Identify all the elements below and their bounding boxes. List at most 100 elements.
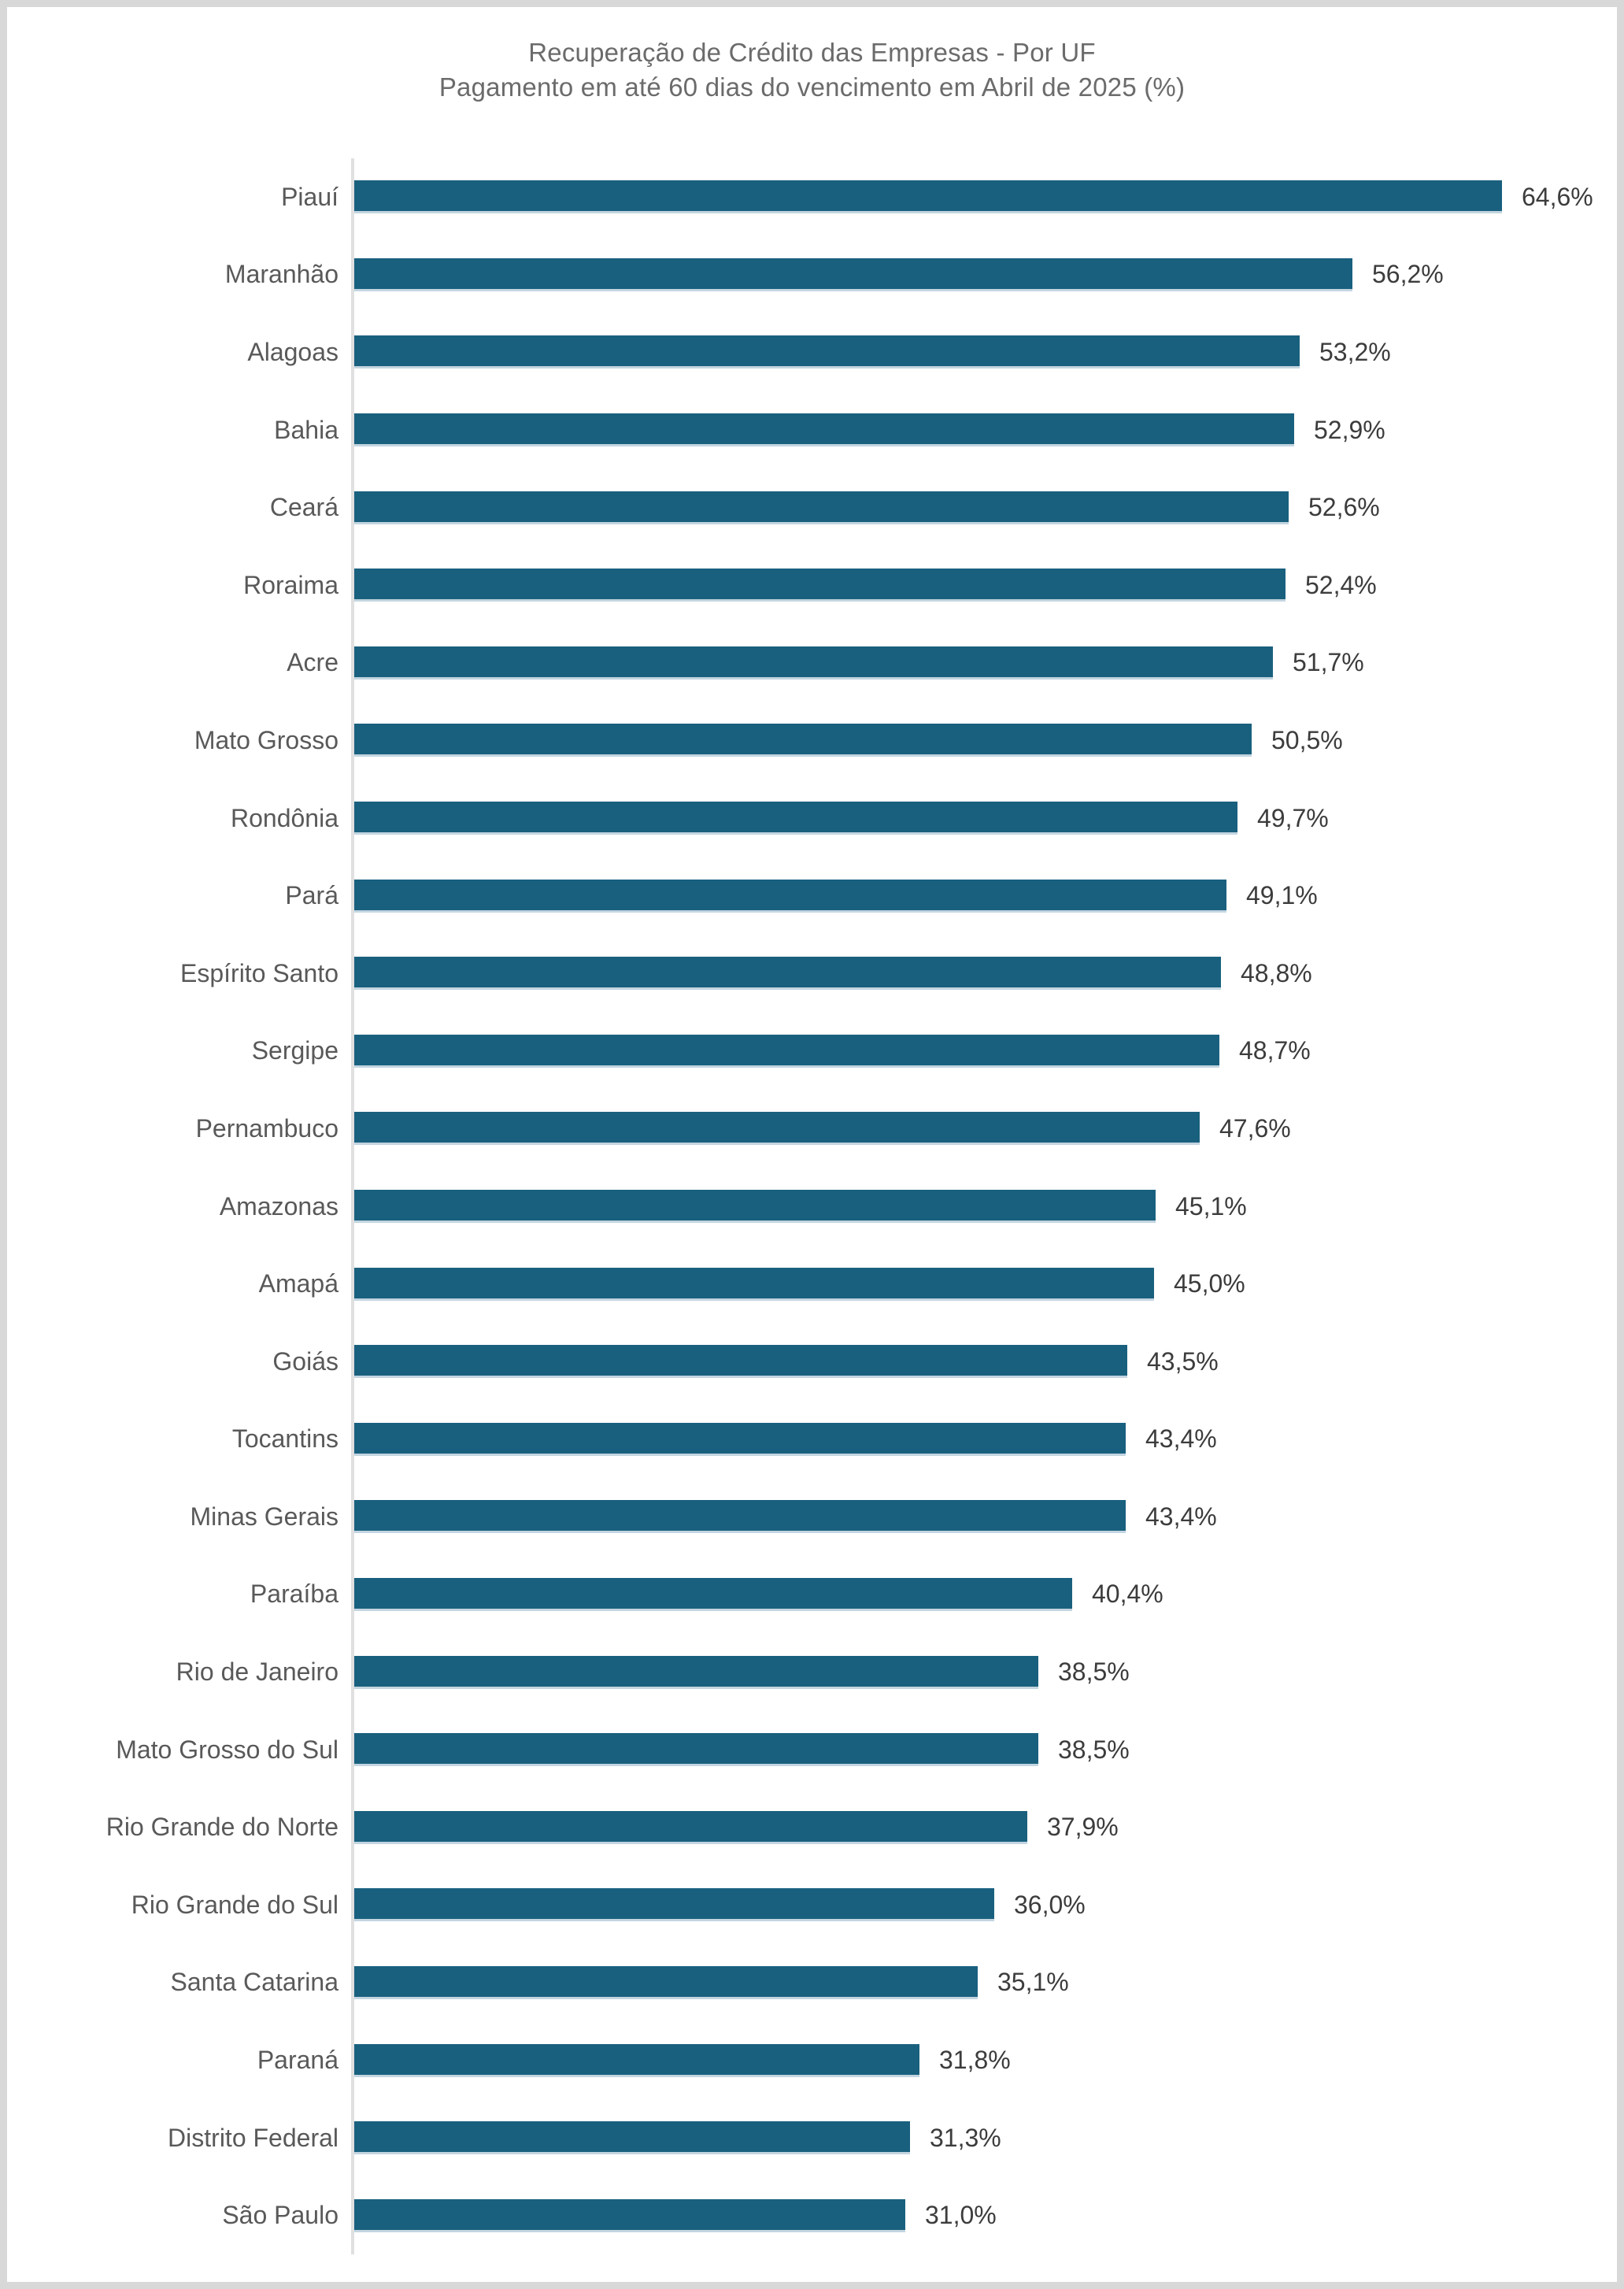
bar (354, 2043, 919, 2077)
value-label: 37,9% (1047, 1813, 1119, 1842)
category-label: Mato Grosso do Sul (116, 1735, 338, 1764)
value-label: 48,8% (1241, 958, 1312, 987)
category-label: Roraima (243, 570, 338, 599)
value-label: 45,1% (1175, 1191, 1247, 1220)
row-plot-area: 49,7% (351, 779, 1610, 857)
category-label: Bahia (274, 415, 338, 444)
value-label: 64,6% (1522, 182, 1593, 211)
chart-row: Paraná 31,8% (14, 2021, 1610, 2099)
bar (354, 1190, 1156, 1224)
category-label: Santa Catarina (170, 1968, 338, 1997)
bar (354, 724, 1252, 757)
chart-row: Ceará 52,6% (14, 469, 1610, 546)
bar (354, 413, 1294, 447)
value-label: 40,4% (1092, 1580, 1163, 1609)
chart-title-line-2: Pagamento em até 60 dias do vencimento e… (438, 72, 1186, 102)
category-label: Sergipe (251, 1036, 338, 1065)
bar (354, 1577, 1072, 1611)
chart-title-line-1: Recuperação de Crédito das Empresas - Po… (528, 38, 1096, 67)
row-plot-area: 43,4% (351, 1478, 1610, 1556)
value-label: 31,8% (939, 2046, 1011, 2075)
category-label: Alagoas (247, 337, 338, 366)
chart-row: Mato Grosso 50,5% (14, 702, 1610, 780)
bar (354, 802, 1237, 835)
row-plot-area: 49,1% (351, 857, 1610, 935)
row-plot-area: 43,4% (351, 1400, 1610, 1479)
chart-row: Distrito Federal 31,3% (14, 2098, 1610, 2177)
row-plot-area: 35,1% (351, 1943, 1610, 2022)
chart-row: Tocantins 43,4% (14, 1400, 1610, 1479)
chart-row: Pará 49,1% (14, 857, 1610, 935)
bar-chart-plot-area: Piauí 64,6% Maranhão 56,2% Alagoas 53,2% Bahia… (14, 158, 1610, 2255)
chart-row: Goiás 43,5% (14, 1322, 1610, 1401)
value-label: 43,4% (1145, 1424, 1217, 1454)
bar (354, 1112, 1200, 1146)
category-label: Rio Grande do Norte (105, 1813, 338, 1842)
bar (354, 1655, 1038, 1689)
row-plot-area: 31,3% (351, 2098, 1610, 2177)
row-plot-area: 64,6% (351, 158, 1610, 236)
category-label: Maranhão (224, 260, 338, 289)
row-plot-area: 45,1% (351, 1167, 1610, 1246)
row-plot-area: 50,5% (351, 702, 1610, 780)
category-label: Pernambuco (195, 1113, 338, 1143)
row-plot-area: 37,9% (351, 1788, 1610, 1867)
category-label: Pará (285, 881, 338, 910)
chart-row: Espírito Santo 48,8% (14, 934, 1610, 1013)
category-label: São Paulo (222, 2201, 338, 2230)
category-label: Ceará (269, 493, 338, 522)
chart-row: Alagoas 53,2% (14, 313, 1610, 391)
category-label: Minas Gerais (190, 1502, 339, 1531)
chart-row: Rio de Janeiro 38,5% (14, 1633, 1610, 1711)
bar (354, 335, 1300, 369)
bar (354, 1422, 1126, 1456)
value-label: 56,2% (1372, 260, 1444, 289)
row-plot-area: 48,8% (351, 934, 1610, 1013)
chart-title: Recuperação de Crédito das Empresas - Po… (7, 35, 1617, 105)
chart-row: Piauí 64,6% (14, 158, 1610, 236)
bar (354, 1267, 1154, 1301)
chart-row: Roraima 52,4% (14, 546, 1610, 624)
chart-row: Amapá 45,0% (14, 1245, 1610, 1323)
bar (354, 1965, 978, 1999)
chart-row: Rio Grande do Norte 37,9% (14, 1788, 1610, 1867)
value-label: 43,4% (1145, 1502, 1217, 1531)
bar (354, 957, 1221, 991)
chart-row: Santa Catarina 35,1% (14, 1943, 1610, 2022)
value-label: 52,9% (1314, 415, 1385, 444)
chart-row: Rio Grande do Sul 36,0% (14, 1866, 1610, 1944)
chart-row: Amazonas 45,1% (14, 1167, 1610, 1246)
value-label: 36,0% (1014, 1890, 1086, 1919)
value-label: 52,6% (1308, 493, 1380, 522)
chart-row: Mato Grosso do Sul 38,5% (14, 1710, 1610, 1789)
category-label: Distrito Federal (168, 2123, 338, 2152)
bar (354, 491, 1289, 524)
row-plot-area: 38,5% (351, 1633, 1610, 1711)
row-plot-area: 56,2% (351, 235, 1610, 314)
chart-row: Minas Gerais 43,4% (14, 1478, 1610, 1556)
value-label: 47,6% (1219, 1113, 1291, 1143)
value-label: 51,7% (1293, 648, 1364, 677)
value-label: 50,5% (1271, 725, 1343, 754)
value-label: 45,0% (1174, 1269, 1245, 1298)
chart-row: Bahia 52,9% (14, 391, 1610, 469)
row-plot-area: 31,8% (351, 2021, 1610, 2099)
value-label: 49,7% (1257, 803, 1329, 832)
chart-row: Pernambuco 47,6% (14, 1090, 1610, 1168)
chart-row: Paraíba 40,4% (14, 1555, 1610, 1634)
bar (354, 180, 1502, 214)
row-plot-area: 43,5% (351, 1322, 1610, 1401)
category-label: Amazonas (219, 1191, 338, 1220)
category-label: Piauí (281, 182, 338, 211)
chart-row: São Paulo 31,0% (14, 2176, 1610, 2255)
bar (354, 2198, 905, 2232)
row-plot-area: 31,0% (351, 2176, 1610, 2255)
row-plot-area: 40,4% (351, 1555, 1610, 1634)
bar (354, 1034, 1219, 1068)
bar (354, 1888, 994, 1922)
category-label: Acre (287, 648, 338, 677)
chart-row: Sergipe 48,7% (14, 1012, 1610, 1091)
category-label: Espírito Santo (180, 958, 338, 987)
bar (354, 1345, 1127, 1379)
